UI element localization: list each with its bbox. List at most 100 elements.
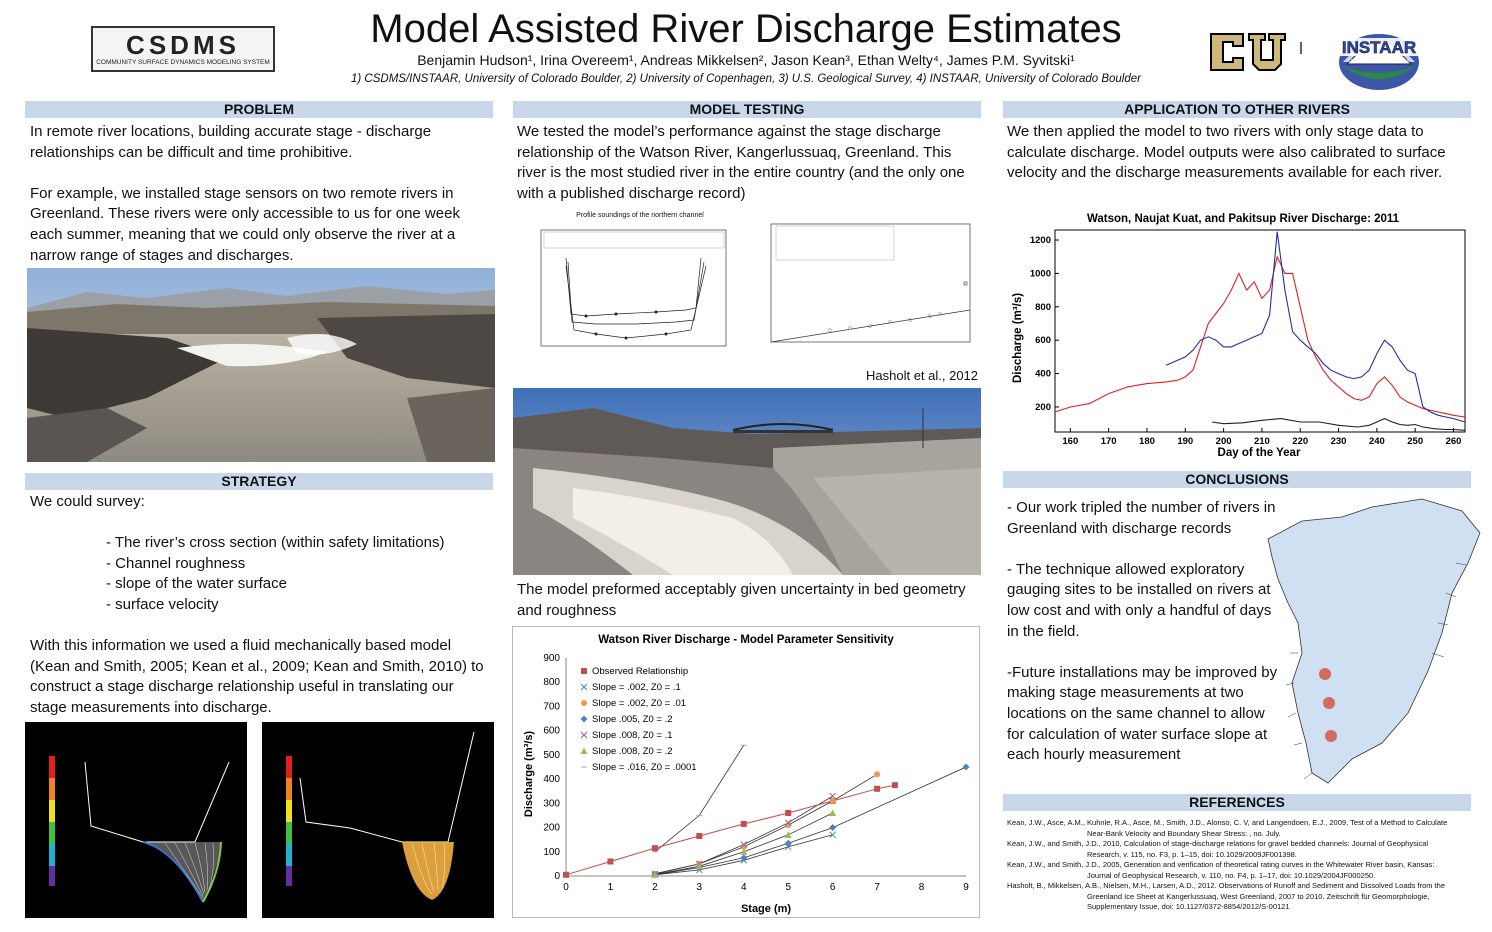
sensitivity-chart-xlabel: Stage (m): [741, 903, 791, 915]
data-point: [874, 785, 881, 792]
x-tick-label: 4: [741, 882, 747, 893]
x-tick-label: 160: [1062, 436, 1078, 447]
y-tick-label: 0: [554, 871, 560, 882]
x-tick-label: 9: [963, 882, 969, 893]
x-tick-label: 3: [697, 882, 703, 893]
legend-label: Slope = .002, Z0 = .01: [592, 698, 686, 709]
data-point: [829, 797, 836, 804]
instaar-subtitle: University of Colorado Boulder: [1348, 58, 1410, 63]
data-point: [740, 841, 748, 848]
cu-logo: [1207, 28, 1289, 76]
x-tick-label: 230: [1331, 436, 1347, 447]
data-point: [962, 763, 970, 771]
x-tick-label: 200: [1216, 436, 1232, 447]
legend-label: Slope = .002, Z0 = .1: [592, 682, 681, 693]
profile-soundings-plot: [540, 229, 727, 347]
discharge-series-line: [1165, 231, 1466, 423]
conclusions-text: - Our work tripled the number of rivers …: [1007, 498, 1285, 766]
strategy-intro: We could survey:: [30, 493, 145, 510]
y-tick-label: 400: [1035, 369, 1051, 380]
y-tick-label: 300: [543, 798, 560, 809]
x-tick-label: 190: [1177, 436, 1193, 447]
y-tick-label: 800: [1035, 302, 1051, 313]
y-tick-label: 1200: [1030, 235, 1051, 246]
data-point: [784, 819, 792, 827]
y-tick-label: 400: [543, 774, 560, 785]
discharge-plot-frame: [1054, 229, 1466, 433]
profile-soundings-title: Profile soundings of the northern channe…: [576, 212, 704, 219]
legend-label: Observed Relationship: [592, 666, 688, 677]
data-credit: Hasholt et al., 2012: [866, 368, 979, 383]
data-point: [740, 848, 748, 855]
csdms-logo: CSDMS COMMUNITY SURFACE DYNAMICS MODELIN…: [91, 26, 275, 72]
model-curve: [654, 766, 966, 876]
legend-label: Slope .008, Z0 = .1: [592, 730, 673, 741]
data-point: [695, 862, 703, 870]
instaar-logo: INSTAAR University of Colorado Boulder: [1335, 34, 1423, 90]
conclusion-point: - The technique allowed exploratory gaug…: [1007, 560, 1272, 640]
discharge-chart-title: Watson, Naujat Kuat, and Pakitsup River …: [1087, 213, 1400, 225]
data-point: [651, 871, 659, 878]
x-tick-label: 0: [563, 882, 569, 893]
reference-item: Hasholt, B., Mikkelsen, A.B., Nielsen, M…: [1007, 881, 1445, 911]
authors: Benjamin Hudson¹, Irina Overeem¹, Andrea…: [417, 52, 1075, 68]
data-point: [784, 839, 792, 847]
data-point: [563, 871, 569, 878]
sensitivity-chart-ylabel: Discharge (m³/s): [523, 731, 535, 818]
river-photo-bridge: [513, 388, 981, 575]
problem-text: In remote river locations, building accu…: [30, 122, 490, 266]
problem-paragraph-1: In remote river locations, building accu…: [30, 123, 432, 161]
conclusion-point: -Future installations may be improved by…: [1007, 663, 1278, 764]
data-point: [829, 831, 837, 839]
y-tick-label: 100: [543, 847, 560, 858]
x-tick-label: 210: [1254, 436, 1270, 447]
conclusions-header: CONCLUSIONS: [1003, 471, 1471, 488]
y-tick-label: 900: [543, 653, 560, 664]
poster-title: Model Assisted River Discharge Estimates: [370, 7, 1122, 51]
y-tick-label: 600: [1035, 335, 1051, 346]
velocity-cross-section-plot: [25, 722, 247, 918]
x-tick-label: 260: [1446, 436, 1462, 447]
y-tick-label: 200: [1035, 402, 1051, 413]
site-marker: [1319, 668, 1331, 680]
x-tick-label: 170: [1101, 436, 1117, 447]
legend-marker: [581, 700, 587, 706]
y-tick-label: 600: [543, 726, 560, 737]
data-point: [829, 792, 837, 800]
strategy-item: - slope of the water surface: [106, 575, 287, 593]
data-point: [651, 845, 658, 852]
data-point: [829, 809, 837, 817]
strategy-list: - The river’s cross section (within safe…: [30, 533, 490, 615]
discharge-timeseries-chart: Watson, Naujat Kuat, and Pakitsup River …: [1003, 206, 1471, 460]
sensitivity-chart: Watson River Discharge - Model Parameter…: [512, 626, 980, 918]
model-testing-header: MODEL TESTING: [513, 101, 981, 118]
legend-marker: [580, 715, 588, 723]
model-result-text: The model preformed acceptably given unc…: [517, 581, 966, 619]
references-list: Kean, J.W., Asce, A.M., Kuhnle, R.A., As…: [1007, 818, 1469, 913]
reference-item: Kean, J.W., and Smith, J.D., 2010, Calcu…: [1007, 839, 1429, 859]
stage-discharge-scatter: [770, 223, 971, 343]
y-tick-label: 500: [543, 750, 560, 761]
y-tick-label: 700: [543, 701, 560, 712]
logo-divider: [1300, 42, 1302, 54]
x-tick-label: 250: [1407, 436, 1423, 447]
site-marker: [1325, 730, 1337, 742]
greenland-map: [1267, 498, 1481, 784]
legend-label: Slope .005, Z0 = .2: [592, 714, 673, 725]
site-marker: [1323, 697, 1335, 709]
legend-marker: [580, 683, 588, 691]
x-tick-label: 220: [1292, 436, 1308, 447]
x-tick-label: 5: [785, 882, 791, 893]
conclusion-point: - Our work tripled the number of rivers …: [1007, 499, 1276, 537]
strategy-paragraph-2: With this information we used a fluid me…: [30, 637, 484, 716]
application-text: We then applied the model to two rivers …: [1007, 123, 1446, 182]
x-tick-label: 180: [1139, 436, 1155, 447]
river-photo-rapids: [27, 268, 495, 462]
x-tick-label: 8: [919, 882, 925, 893]
strategy-item: - surface velocity: [106, 595, 219, 613]
problem-header: PROBLEM: [25, 101, 493, 118]
legend-marker: [580, 747, 588, 754]
roughness-cross-section-plot: [262, 722, 494, 918]
data-point: [785, 810, 792, 817]
reference-item: Kean, J.W., Asce, A.M., Kuhnle, R.A., As…: [1007, 818, 1448, 838]
